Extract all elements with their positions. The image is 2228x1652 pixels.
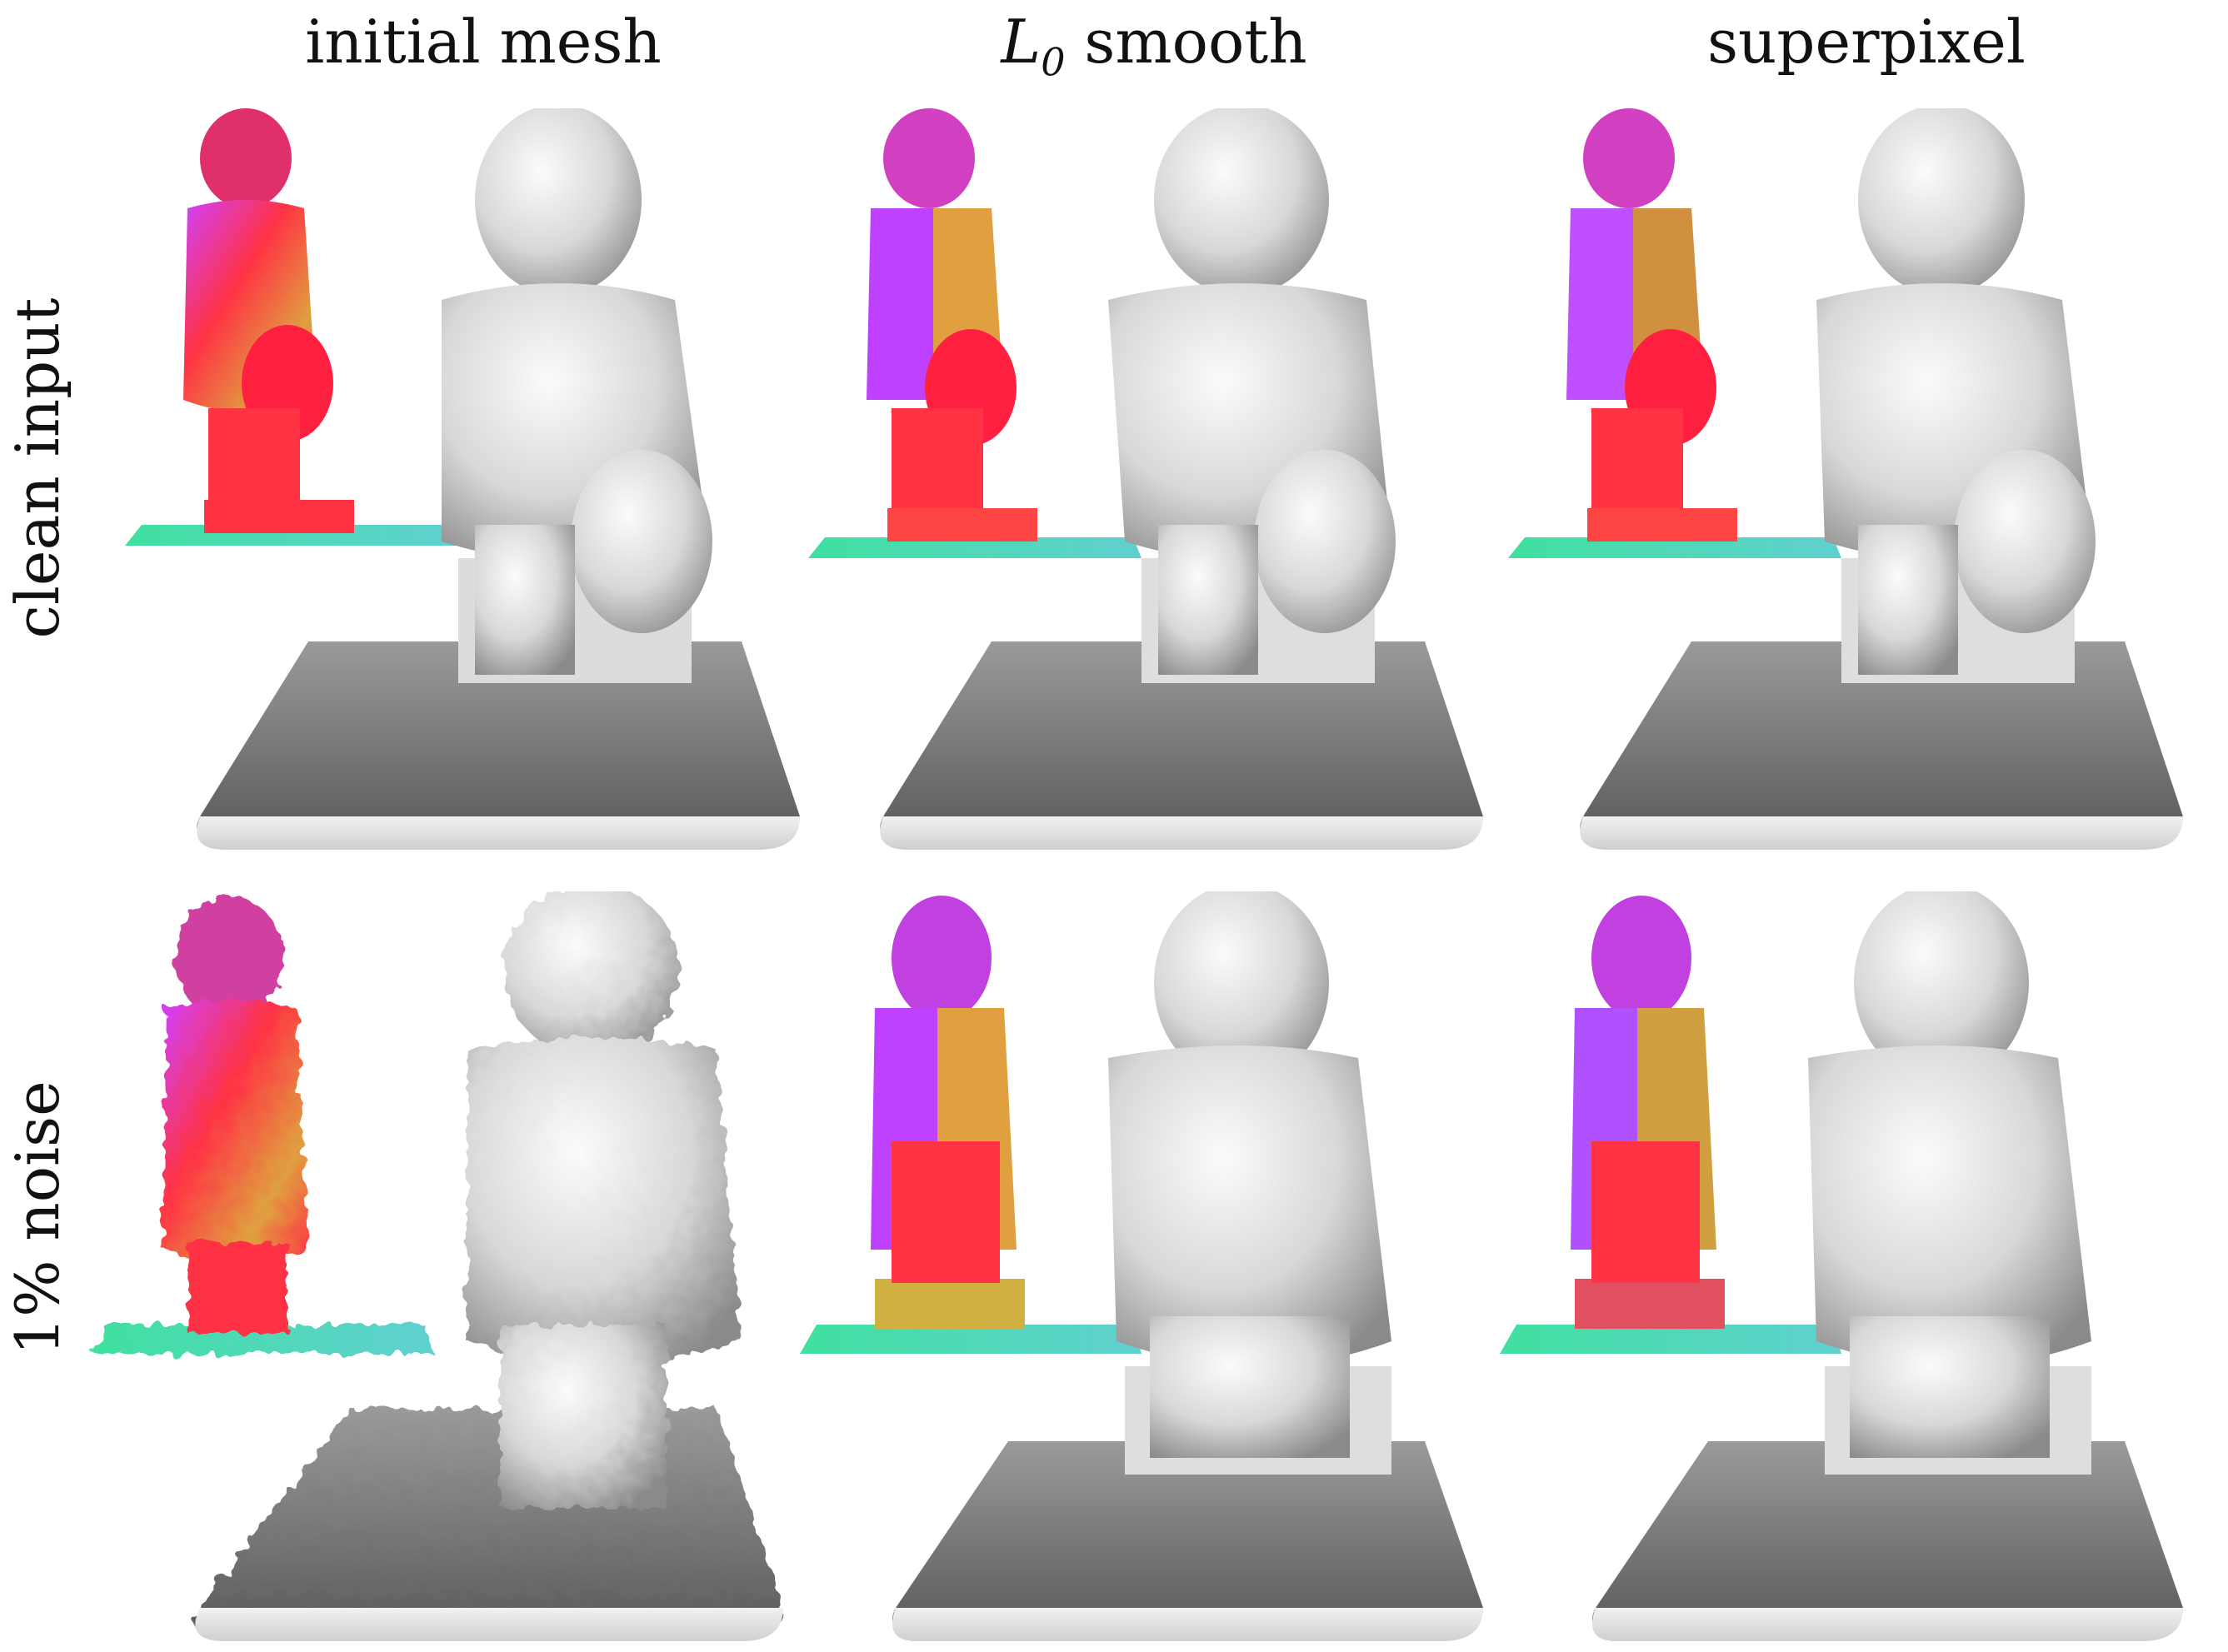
gray-mesh-statue — [880, 108, 1483, 850]
normal-map-figure — [808, 108, 1141, 558]
normal-map-figure — [1500, 896, 1841, 1354]
normal-map-figure — [800, 896, 1141, 1354]
panel-l0-smooth-noise — [792, 891, 1541, 1641]
panel-l0-smooth-clean — [792, 108, 1541, 858]
l0-symbol: L0 — [1001, 7, 1066, 85]
gray-mesh-statue — [892, 891, 1483, 1641]
panel-superpixel-noise — [1491, 891, 2225, 1641]
gray-mesh-statue — [197, 108, 800, 850]
panel-superpixel-clean — [1491, 108, 2225, 858]
row-label-noise: 1% noise — [2, 1081, 72, 1355]
panel-initial-mesh-clean — [108, 108, 858, 858]
gray-mesh-statue — [1591, 891, 2183, 1641]
gray-mesh-statue — [195, 891, 783, 1641]
normal-map-figure — [92, 896, 433, 1354]
normal-map-figure — [1508, 108, 1841, 558]
normal-map-figure — [125, 108, 458, 546]
gray-mesh-statue — [1580, 108, 2183, 850]
column-title-l0-smooth: L0 smooth — [862, 7, 1446, 84]
panel-initial-mesh-noise — [83, 891, 875, 1641]
l0-suffix: smooth — [1065, 7, 1307, 77]
row-label-clean-input: clean input — [2, 297, 72, 639]
column-title-initial-mesh: initial mesh — [305, 7, 662, 77]
column-title-superpixel: superpixel — [1707, 7, 2026, 77]
